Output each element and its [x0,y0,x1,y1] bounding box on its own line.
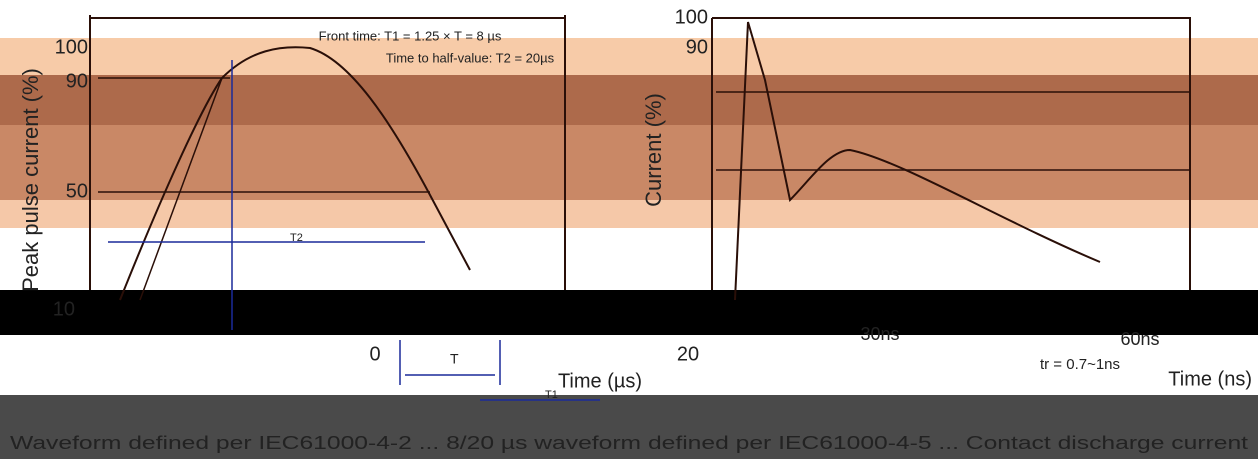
x-label: Time (ns) [1168,368,1252,390]
band [0,38,1258,75]
front-time: Front time: T1 = 1.25 × T = 8 µs [319,28,502,43]
y-tick: 50 [66,180,88,202]
x-tick: 0 [369,343,380,365]
marker: T [450,351,459,367]
x-tick: 30ns [860,324,899,344]
band [0,200,1258,228]
figure: Front time: T1 = 1.25 × T = 8 µs Time to… [0,0,1258,459]
y-tick: 100 [675,6,708,28]
band [0,75,1258,125]
dark-band [0,290,1258,335]
caption: Waveform defined per IEC61000-4-2 ... 8/… [10,433,1248,453]
x-tick: 60ns [1120,329,1159,349]
half-value: Time to half-value: T2 = 20µs [386,50,555,65]
y-tick: 100 [55,36,88,58]
x-label: Time (µs) [558,370,642,392]
y-label: Current (%) [641,93,666,207]
y-tick: 10 [53,298,75,320]
x-tick: 20 [677,343,699,365]
marker: T2 [290,232,303,244]
rise-time: tr = 0.7~1ns [1040,356,1120,373]
y-tick: 90 [66,70,88,92]
band [0,125,1258,200]
marker: T1 [545,389,558,401]
y-label: Peak pulse current (%) [18,68,43,292]
y-tick: 90 [686,36,708,58]
